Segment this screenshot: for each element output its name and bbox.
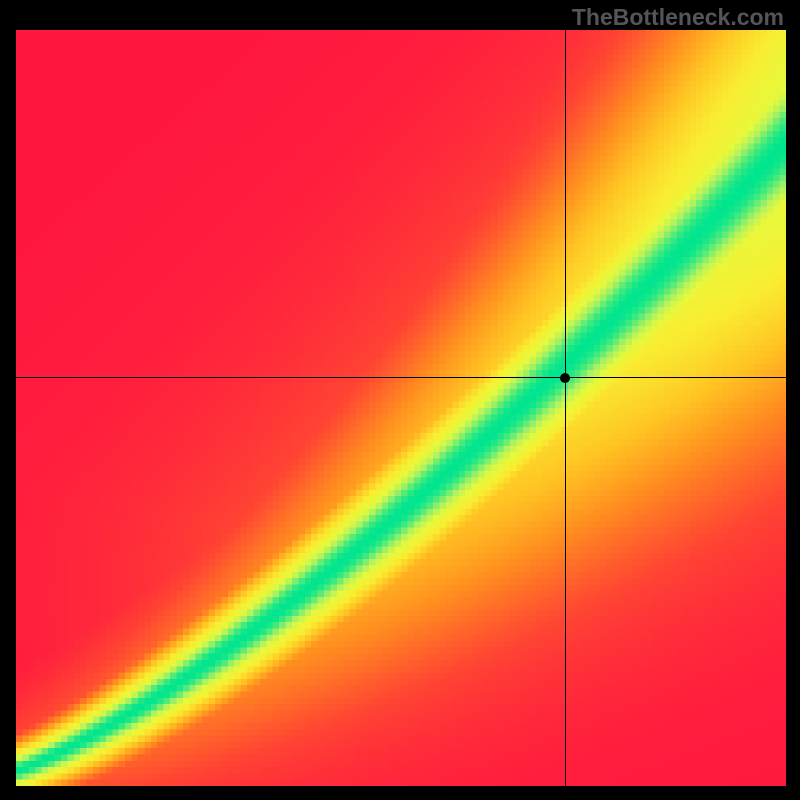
chart-container: TheBottleneck.com <box>0 0 800 800</box>
crosshair-marker <box>560 373 570 383</box>
bottleneck-heatmap <box>16 30 786 786</box>
crosshair-vertical <box>565 30 566 786</box>
watermark-text: TheBottleneck.com <box>572 4 784 31</box>
crosshair-horizontal <box>16 377 786 378</box>
